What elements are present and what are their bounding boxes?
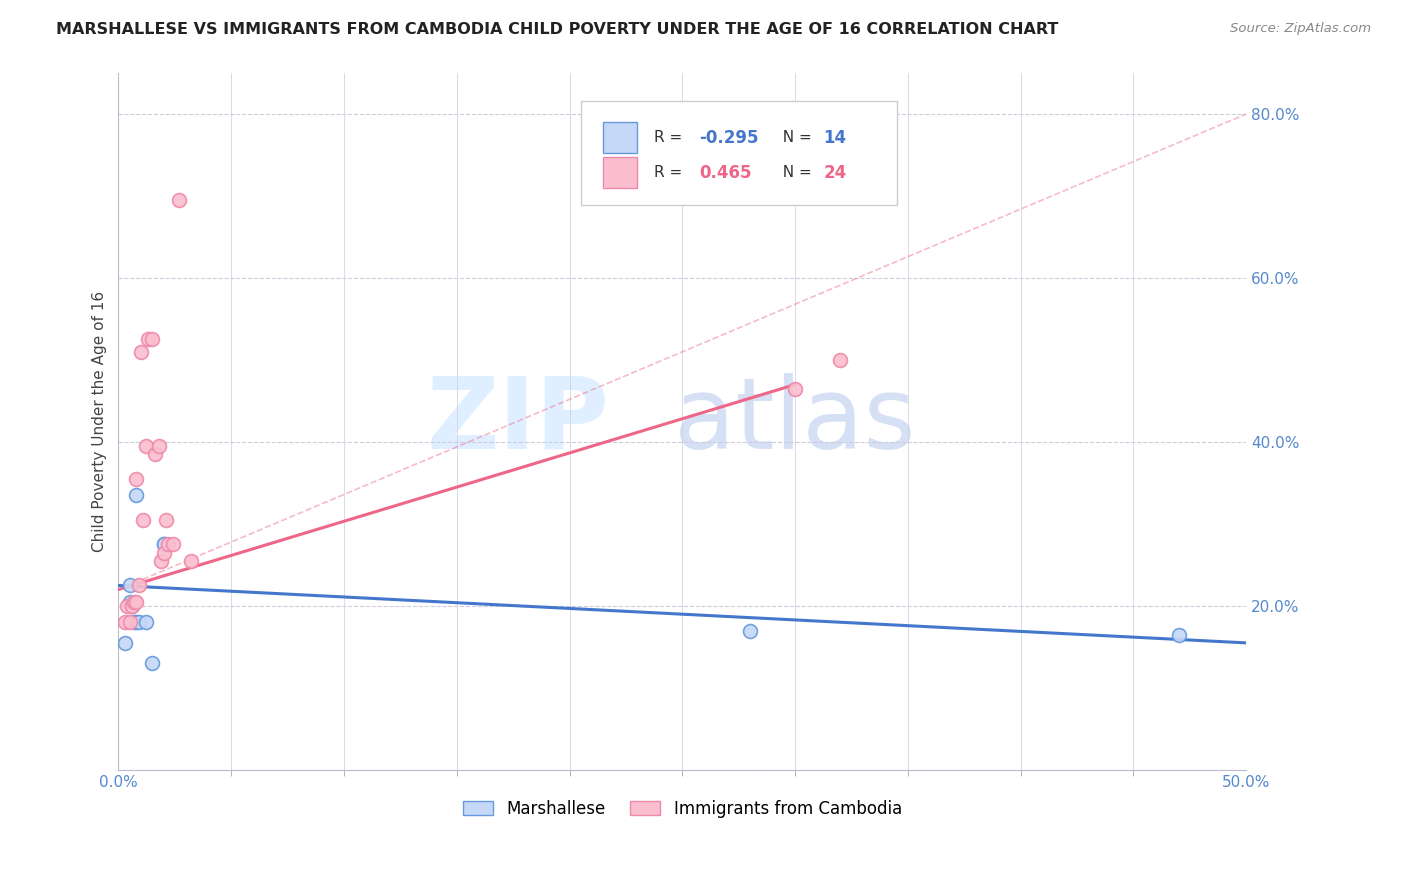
Point <box>141 333 163 347</box>
Point <box>114 615 136 630</box>
Bar <box>603 157 637 188</box>
Point <box>157 537 180 551</box>
Point <box>148 439 170 453</box>
Point <box>128 578 150 592</box>
Text: MARSHALLESE VS IMMIGRANTS FROM CAMBODIA CHILD POVERTY UNDER THE AGE OF 16 CORREL: MARSHALLESE VS IMMIGRANTS FROM CAMBODIA … <box>56 22 1059 37</box>
Point <box>738 624 761 638</box>
Point <box>162 537 184 551</box>
Point <box>136 333 159 347</box>
Text: ZIP: ZIP <box>426 373 609 470</box>
Point <box>785 382 807 396</box>
Point <box>125 488 148 502</box>
Point <box>114 636 136 650</box>
Point <box>118 615 141 630</box>
Point <box>155 513 177 527</box>
Bar <box>603 122 637 153</box>
Legend: Marshallese, Immigrants from Cambodia: Marshallese, Immigrants from Cambodia <box>456 793 908 824</box>
Text: N =: N = <box>772 165 817 180</box>
Point <box>180 554 202 568</box>
Point <box>117 599 139 613</box>
Text: 14: 14 <box>824 128 846 147</box>
Point <box>830 353 852 368</box>
Text: Source: ZipAtlas.com: Source: ZipAtlas.com <box>1230 22 1371 36</box>
Point <box>152 537 174 551</box>
Text: N =: N = <box>772 130 817 145</box>
Point <box>152 546 174 560</box>
Point <box>134 615 156 630</box>
FancyBboxPatch shape <box>581 101 897 205</box>
Point <box>128 615 150 630</box>
Text: -0.295: -0.295 <box>699 128 759 147</box>
Point <box>122 595 145 609</box>
Text: atlas: atlas <box>675 373 915 470</box>
Point <box>125 472 148 486</box>
Point <box>122 615 145 630</box>
Text: 24: 24 <box>824 163 846 182</box>
Point <box>125 615 148 630</box>
Point <box>125 595 148 609</box>
Point <box>143 447 166 461</box>
Point <box>150 554 173 568</box>
Text: R =: R = <box>654 165 688 180</box>
Point <box>118 578 141 592</box>
Point <box>129 344 152 359</box>
Point <box>118 595 141 609</box>
Point <box>121 599 143 613</box>
Point <box>152 537 174 551</box>
Point <box>121 599 143 613</box>
Point <box>132 513 155 527</box>
Point <box>169 193 191 207</box>
Point <box>134 439 156 453</box>
Text: R =: R = <box>654 130 688 145</box>
Y-axis label: Child Poverty Under the Age of 16: Child Poverty Under the Age of 16 <box>93 291 107 552</box>
Text: 0.465: 0.465 <box>699 163 752 182</box>
Point <box>141 657 163 671</box>
Point <box>1167 628 1189 642</box>
